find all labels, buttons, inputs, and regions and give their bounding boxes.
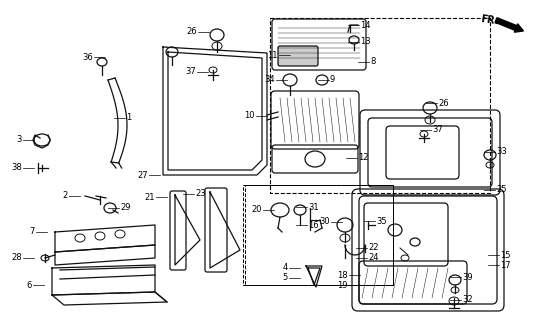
- Text: 37: 37: [185, 68, 196, 76]
- Text: 36: 36: [82, 52, 93, 61]
- Text: 26: 26: [186, 28, 197, 36]
- Text: 24: 24: [368, 253, 379, 262]
- Text: 8: 8: [370, 58, 375, 67]
- Text: 32: 32: [462, 295, 472, 305]
- Text: 17: 17: [500, 260, 511, 269]
- Text: 23: 23: [195, 189, 206, 198]
- Text: 7: 7: [30, 228, 35, 236]
- Text: 35: 35: [376, 217, 387, 226]
- Text: 38: 38: [11, 164, 22, 172]
- Text: 1: 1: [126, 114, 131, 123]
- Text: 22: 22: [368, 244, 379, 252]
- Text: 18: 18: [338, 270, 348, 279]
- Text: FR.: FR.: [480, 14, 499, 27]
- Text: 14: 14: [360, 20, 370, 29]
- Text: 12: 12: [358, 154, 368, 163]
- Text: 34: 34: [265, 76, 275, 84]
- Text: 3: 3: [17, 135, 22, 145]
- FancyArrow shape: [495, 18, 523, 32]
- Text: 11: 11: [267, 51, 278, 60]
- Text: 10: 10: [245, 111, 255, 121]
- Text: 29: 29: [120, 204, 131, 212]
- Text: 37: 37: [432, 125, 443, 134]
- Text: 31: 31: [308, 203, 319, 212]
- Bar: [270, 18, 490, 193]
- Text: 28: 28: [11, 253, 22, 262]
- Bar: [245, 185, 393, 285]
- Text: 6: 6: [26, 281, 32, 290]
- Text: 2: 2: [63, 191, 68, 201]
- Text: 30: 30: [319, 218, 330, 227]
- Text: 39: 39: [462, 273, 472, 282]
- Text: 19: 19: [338, 281, 348, 290]
- Text: 4: 4: [283, 263, 288, 273]
- Text: 33: 33: [496, 148, 507, 156]
- Text: 15: 15: [500, 251, 510, 260]
- Text: 16: 16: [308, 220, 319, 229]
- Text: 20: 20: [252, 205, 262, 214]
- Text: 9: 9: [330, 76, 335, 84]
- FancyBboxPatch shape: [278, 46, 318, 66]
- Text: 13: 13: [360, 37, 370, 46]
- Text: 27: 27: [137, 171, 148, 180]
- Text: 5: 5: [283, 274, 288, 283]
- Text: 21: 21: [145, 193, 155, 202]
- Text: 25: 25: [496, 186, 507, 195]
- Text: 26: 26: [438, 99, 449, 108]
- Bar: [243, 185, 393, 285]
